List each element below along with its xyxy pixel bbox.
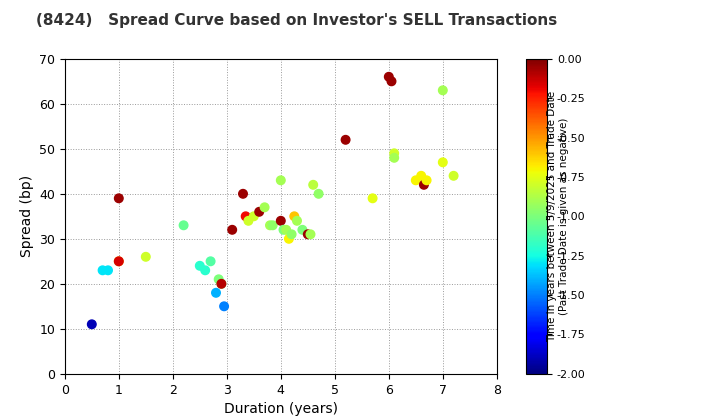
Point: [275, 177, 287, 184]
Point: [278, 226, 289, 233]
Text: (8424)   Spread Curve based on Investor's SELL Transactions: (8424) Spread Curve based on Investor's …: [36, 13, 557, 28]
Point: [283, 236, 294, 242]
Y-axis label: Spread (bp): Spread (bp): [19, 175, 34, 257]
Point: [275, 218, 287, 224]
Point: [248, 213, 259, 220]
Point: [280, 226, 292, 233]
Point: [420, 177, 432, 184]
Point: [437, 159, 449, 165]
Point: [448, 173, 459, 179]
Point: [237, 190, 248, 197]
Point: [312, 190, 324, 197]
Point: [210, 289, 222, 296]
Point: [307, 181, 319, 188]
Point: [267, 222, 279, 228]
Point: [340, 136, 351, 143]
Point: [213, 276, 225, 283]
Point: [243, 218, 254, 224]
Point: [388, 155, 400, 161]
Point: [383, 74, 395, 80]
Point: [253, 208, 265, 215]
Point: [113, 258, 125, 265]
Point: [289, 213, 300, 220]
Point: [291, 218, 302, 224]
Text: Time in years between 5/9/2025 and Trade Date
(Past Trade Date is given as negat: Time in years between 5/9/2025 and Trade…: [547, 91, 569, 342]
Point: [178, 222, 189, 228]
Point: [216, 281, 228, 287]
Point: [437, 87, 449, 94]
Point: [199, 267, 211, 274]
Point: [218, 303, 230, 310]
Point: [302, 231, 313, 238]
Point: [240, 213, 251, 220]
Point: [418, 181, 430, 188]
Point: [226, 226, 238, 233]
Point: [86, 321, 98, 328]
Point: [286, 231, 297, 238]
Point: [204, 258, 216, 265]
Point: [113, 195, 125, 202]
Point: [194, 262, 206, 269]
Point: [297, 226, 308, 233]
Point: [388, 150, 400, 157]
X-axis label: Duration (years): Duration (years): [224, 402, 338, 416]
Point: [305, 231, 316, 238]
Point: [216, 281, 228, 287]
Point: [264, 222, 276, 228]
Point: [113, 258, 125, 265]
Point: [102, 267, 114, 274]
Point: [259, 204, 271, 211]
Point: [96, 267, 108, 274]
Point: [410, 177, 422, 184]
Point: [415, 173, 427, 179]
Point: [366, 195, 379, 202]
Point: [386, 78, 397, 85]
Point: [140, 253, 151, 260]
